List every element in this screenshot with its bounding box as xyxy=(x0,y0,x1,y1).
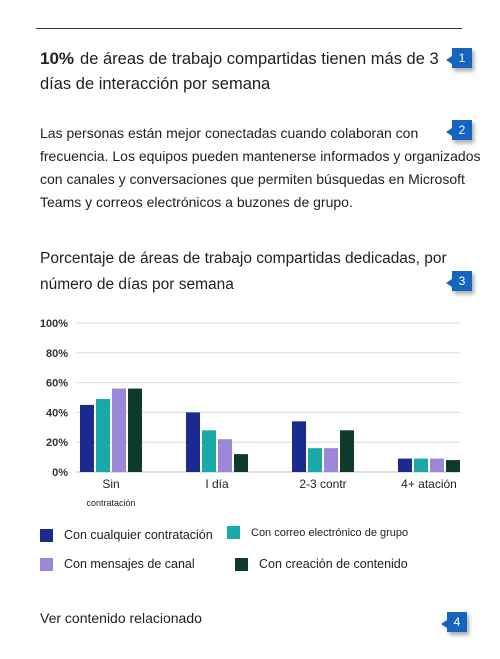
bar-2-4 xyxy=(414,458,428,472)
bar-chart: 100% 80% 60% 40% 20% 0% Sin contratación I día 2… xyxy=(40,318,460,508)
legend-item-any-engagement: Con cualquier contratación xyxy=(40,528,213,542)
headline-text: de áreas de trabajo compartidas tienen m… xyxy=(40,50,439,93)
legend-item-group-email: Con correo electrónico de grupo xyxy=(227,526,408,539)
bar-1-3 xyxy=(292,421,306,472)
callout-3: 3 xyxy=(446,271,472,291)
top-divider xyxy=(36,28,462,29)
legend-label: Con creación de contenido xyxy=(259,557,408,571)
bar-2-3 xyxy=(308,448,322,472)
legend-swatch xyxy=(40,557,53,571)
bar-3-3 xyxy=(324,448,338,472)
legend-swatch xyxy=(40,528,53,542)
body-paragraph: Las personas están mejor conectadas cuan… xyxy=(40,125,481,210)
legend-label: Con cualquier contratación xyxy=(64,528,213,542)
legend-swatch xyxy=(235,557,248,571)
legend-item-channel-messages: Con mensajes de canal xyxy=(40,557,195,571)
x-tick-label-line2: contratación xyxy=(86,498,135,508)
chart-title: Porcentaje de áreas de trabajo compartid… xyxy=(40,250,447,293)
x-tick-label: 4+ atación xyxy=(401,477,457,491)
y-tick-label: 100% xyxy=(40,318,68,330)
callout-4: 4 xyxy=(441,612,467,632)
bar-3-1 xyxy=(112,388,126,472)
y-tick-label: 40% xyxy=(46,407,68,419)
bar-4-3 xyxy=(340,430,354,472)
headline: 10% de áreas de trabajo compartidas tiene… xyxy=(40,46,470,97)
bar-4-1 xyxy=(128,388,142,472)
y-tick-label: 60% xyxy=(46,378,68,390)
bar-4-4 xyxy=(446,460,460,472)
bar-3-4 xyxy=(430,458,444,472)
headline-percent: 10% xyxy=(40,49,75,68)
bar-3-2 xyxy=(218,439,232,472)
legend-item-content-creation: Con creación de contenido xyxy=(235,557,408,571)
y-tick-label: 80% xyxy=(46,348,68,360)
bar-1-4 xyxy=(398,458,412,472)
legend-label: Con correo electrónico de grupo xyxy=(251,526,409,539)
related-content-link[interactable]: Ver contenido relacionado xyxy=(40,610,202,626)
y-tick-label: 0% xyxy=(52,467,68,479)
legend-swatch xyxy=(227,526,240,539)
callout-1: 1 xyxy=(446,48,472,68)
bar-4-2 xyxy=(234,454,248,472)
bar-1-2 xyxy=(186,412,200,472)
legend-label: Con mensajes de canal xyxy=(64,557,195,571)
bar-2-2 xyxy=(202,430,216,472)
bar-1-1 xyxy=(80,404,94,472)
x-tick-label: Sin xyxy=(102,477,119,491)
x-tick-label: 2-3 contr xyxy=(299,477,346,491)
bar-2-1 xyxy=(96,398,110,472)
callout-2: 2 xyxy=(446,120,472,140)
x-tick-label: I día xyxy=(205,477,229,491)
y-tick-label: 20% xyxy=(46,437,68,449)
